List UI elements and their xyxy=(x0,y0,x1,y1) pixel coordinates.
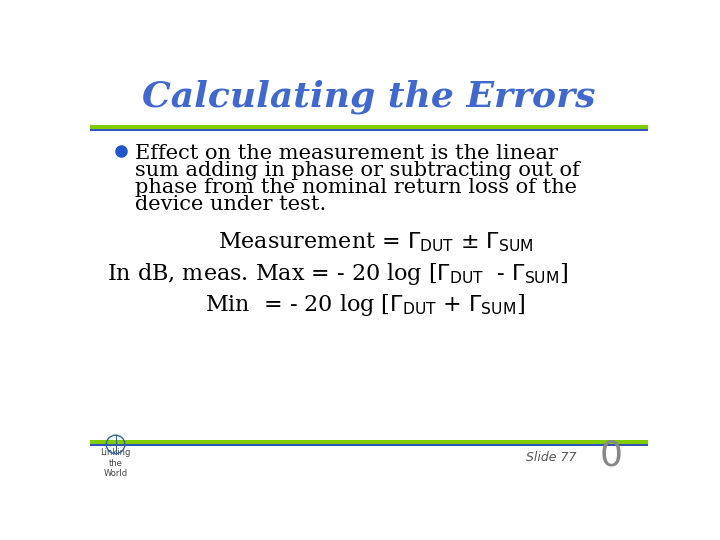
Text: phase from the nominal return loss of the: phase from the nominal return loss of th… xyxy=(135,178,577,197)
Bar xyxy=(90,440,648,444)
Text: Calculating the Errors: Calculating the Errors xyxy=(143,80,595,114)
Bar xyxy=(90,130,648,131)
Text: Measurement = $\Gamma_{\mathrm{DUT}}$ $\pm$ $\Gamma_{\mathrm{SUM}}$: Measurement = $\Gamma_{\mathrm{DUT}}$ $\… xyxy=(218,231,534,254)
Bar xyxy=(90,444,648,446)
Text: Slide 77: Slide 77 xyxy=(526,451,577,464)
Text: sum adding in phase or subtracting out of: sum adding in phase or subtracting out o… xyxy=(135,161,580,180)
Text: 0: 0 xyxy=(599,439,622,473)
Text: Min  = - 20 log [$\Gamma_{\mathrm{DUT}}$ + $\Gamma_{\mathrm{SUM}}$]: Min = - 20 log [$\Gamma_{\mathrm{DUT}}$ … xyxy=(204,292,525,318)
Text: In dB, meas. Max = - 20 log [$\Gamma_{\mathrm{DUT}}$  - $\Gamma_{\mathrm{SUM}}$]: In dB, meas. Max = - 20 log [$\Gamma_{\m… xyxy=(107,261,568,287)
Bar xyxy=(90,125,648,129)
Text: Effect on the measurement is the linear: Effect on the measurement is the linear xyxy=(135,144,558,163)
Text: Linking
the
World: Linking the World xyxy=(100,448,131,478)
Text: device under test.: device under test. xyxy=(135,195,326,214)
